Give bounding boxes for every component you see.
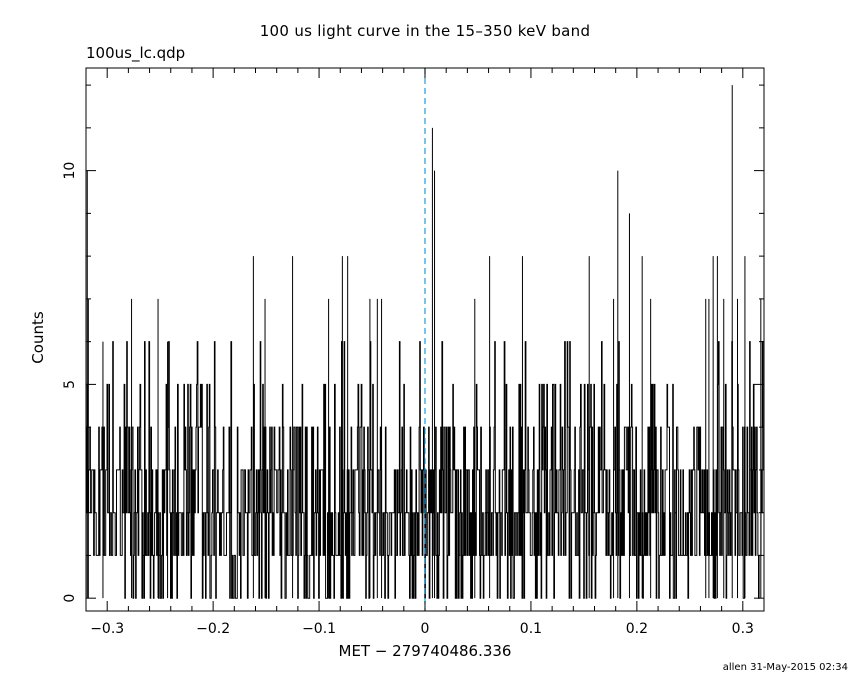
axis-labels: −0.3 −0.2 −0.1 0 0.1 0.2 0.3 0 5 10 MET − 27974048…	[29, 162, 754, 660]
data-layer	[86, 85, 765, 599]
x-tick-label: −0.3	[90, 621, 124, 637]
axis-ticks	[85, 68, 765, 611]
footer-stamp: allen 31-May-2015 02:34	[722, 662, 848, 673]
x-tick-label: 0.1	[520, 621, 542, 637]
x-axis-label: MET − 279740486.336	[339, 642, 512, 660]
light-curve-series	[86, 341, 765, 599]
x-tick-label: 0.2	[626, 621, 648, 637]
y-tick-label: 10	[62, 162, 78, 180]
y-axis-label: Counts	[29, 311, 47, 364]
x-tick-label: 0	[421, 621, 430, 637]
x-tick-label: 0.3	[732, 621, 754, 637]
x-tick-label: −0.2	[196, 621, 230, 637]
chart-subtitle: 100us_lc.qdp	[86, 44, 186, 62]
chart-title: 100 us light curve in the 15–350 keV ban…	[259, 22, 591, 40]
y-tick-label: 5	[62, 380, 78, 389]
y-tick-label: 0	[62, 594, 78, 603]
x-tick-label: −0.1	[302, 621, 336, 637]
